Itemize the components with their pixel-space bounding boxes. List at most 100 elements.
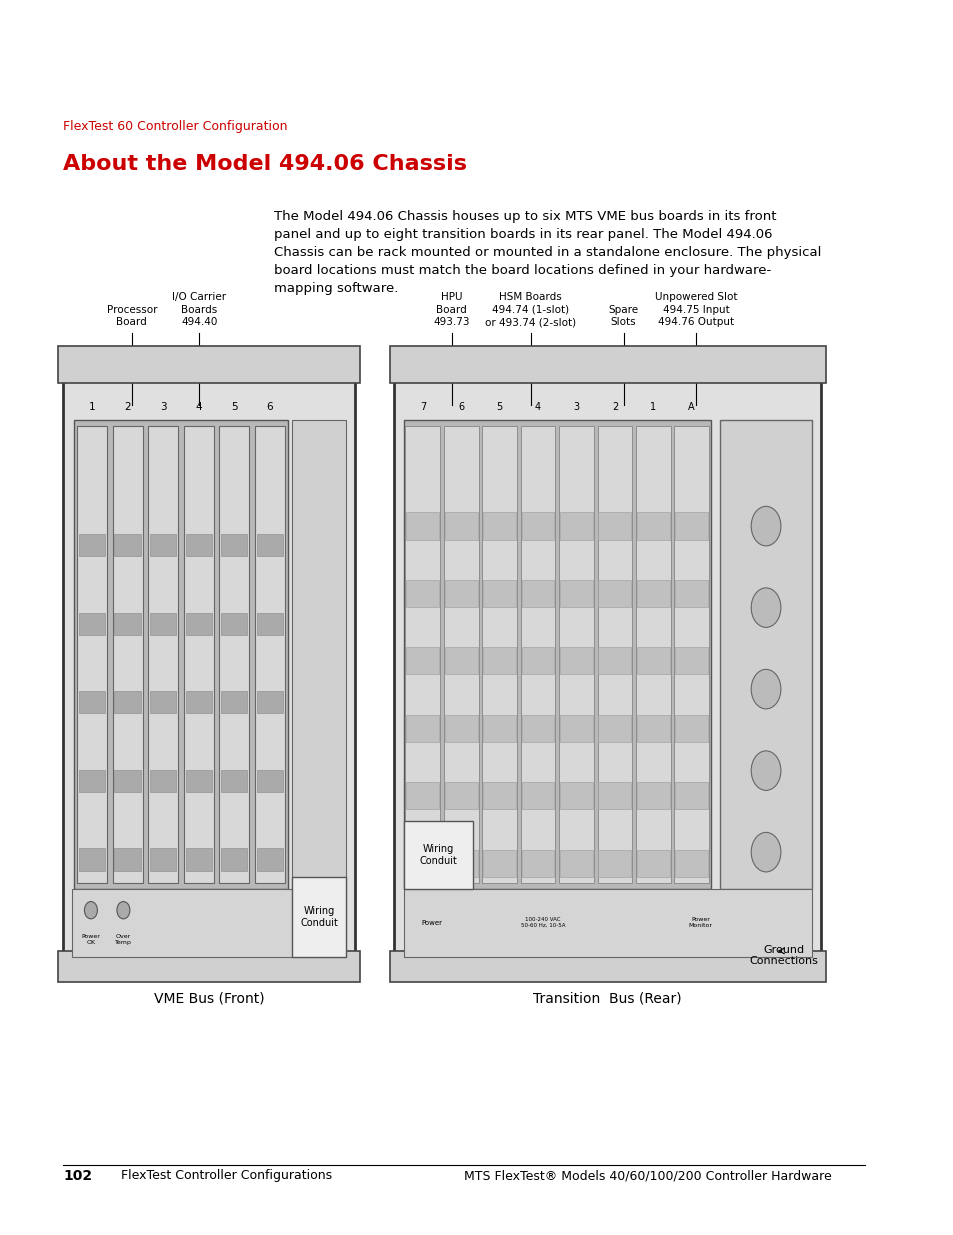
Text: FlexTest 60 Controller Configuration: FlexTest 60 Controller Configuration <box>63 120 287 132</box>
Bar <box>483 850 516 877</box>
Bar <box>150 613 176 635</box>
Bar <box>637 715 669 742</box>
Text: 4: 4 <box>535 403 540 412</box>
Bar <box>72 889 346 957</box>
Bar <box>636 426 670 883</box>
Bar <box>112 426 142 883</box>
Bar <box>521 782 554 809</box>
Text: 5: 5 <box>231 403 237 412</box>
Bar <box>221 534 247 556</box>
Bar <box>675 850 707 877</box>
Bar <box>186 613 212 635</box>
Text: 6: 6 <box>457 403 464 412</box>
Bar <box>598 513 631 540</box>
Bar <box>221 613 247 635</box>
Bar <box>444 513 477 540</box>
Bar <box>406 850 438 877</box>
Bar <box>221 769 247 792</box>
Bar <box>598 715 631 742</box>
Bar <box>79 613 105 635</box>
Bar <box>114 613 141 635</box>
Bar <box>637 647 669 674</box>
Bar <box>79 769 105 792</box>
Bar <box>221 848 247 871</box>
Bar <box>559 647 592 674</box>
Bar <box>598 782 631 809</box>
Text: VME Bus (Front): VME Bus (Front) <box>153 992 264 1005</box>
Bar <box>184 426 213 883</box>
Bar <box>598 850 631 877</box>
Bar <box>675 647 707 674</box>
Bar <box>254 426 285 883</box>
Bar <box>256 534 283 556</box>
Bar <box>256 613 283 635</box>
Text: Unpowered Slot
494.75 Input
494.76 Output: Unpowered Slot 494.75 Input 494.76 Outpu… <box>654 293 737 327</box>
Bar <box>148 426 178 883</box>
Bar <box>221 692 247 714</box>
Text: Power: Power <box>420 920 441 925</box>
Text: 4: 4 <box>195 403 202 412</box>
Bar <box>559 850 592 877</box>
Bar <box>186 692 212 714</box>
Bar <box>292 877 346 957</box>
Text: Ground
Connections: Ground Connections <box>749 945 818 966</box>
Text: 1: 1 <box>89 403 95 412</box>
Bar <box>150 769 176 792</box>
Bar <box>483 647 516 674</box>
Bar <box>443 426 478 883</box>
Bar <box>637 850 669 877</box>
Bar <box>403 420 710 889</box>
Text: 2: 2 <box>611 403 618 412</box>
Bar <box>521 513 554 540</box>
Bar <box>406 513 438 540</box>
Circle shape <box>750 588 781 627</box>
Text: 2: 2 <box>124 403 131 412</box>
Bar <box>598 647 631 674</box>
Bar <box>559 513 592 540</box>
Bar <box>79 848 105 871</box>
Bar <box>114 848 141 871</box>
Text: 7: 7 <box>419 403 425 412</box>
Bar <box>79 534 105 556</box>
Bar <box>403 821 473 889</box>
Text: A: A <box>688 403 695 412</box>
Bar <box>444 580 477 608</box>
Bar <box>558 426 593 883</box>
Bar <box>483 782 516 809</box>
Text: Power
Monitor: Power Monitor <box>688 918 712 927</box>
Bar <box>559 580 592 608</box>
Bar <box>256 692 283 714</box>
Bar <box>150 692 176 714</box>
Bar <box>637 782 669 809</box>
Bar <box>559 715 592 742</box>
Bar <box>675 782 707 809</box>
Text: 5: 5 <box>496 403 502 412</box>
Bar <box>598 580 631 608</box>
Bar <box>483 513 516 540</box>
Bar <box>79 692 105 714</box>
Bar <box>405 426 439 883</box>
Bar <box>186 534 212 556</box>
Bar <box>674 426 708 883</box>
Circle shape <box>750 751 781 790</box>
Text: 3: 3 <box>160 403 166 412</box>
Bar <box>77 426 107 883</box>
Circle shape <box>750 506 781 546</box>
Bar <box>675 513 707 540</box>
Bar <box>150 534 176 556</box>
Text: About the Model 494.06 Chassis: About the Model 494.06 Chassis <box>63 154 467 174</box>
Bar <box>256 848 283 871</box>
Circle shape <box>85 902 97 919</box>
Bar <box>483 580 516 608</box>
Text: HPU
Board
493.73: HPU Board 493.73 <box>434 293 470 327</box>
Text: Power
OK: Power OK <box>81 935 100 945</box>
Text: The Model 494.06 Chassis houses up to six MTS VME bus boards in its front
panel : The Model 494.06 Chassis houses up to si… <box>274 210 821 295</box>
Text: I/O Carrier
Boards
494.40: I/O Carrier Boards 494.40 <box>172 293 226 327</box>
Bar <box>444 647 477 674</box>
Text: MTS FlexTest® Models 40/60/100/200 Controller Hardware: MTS FlexTest® Models 40/60/100/200 Contr… <box>463 1170 831 1182</box>
Bar <box>114 769 141 792</box>
Bar <box>406 647 438 674</box>
Bar <box>114 692 141 714</box>
Bar <box>521 715 554 742</box>
Bar <box>597 426 632 883</box>
